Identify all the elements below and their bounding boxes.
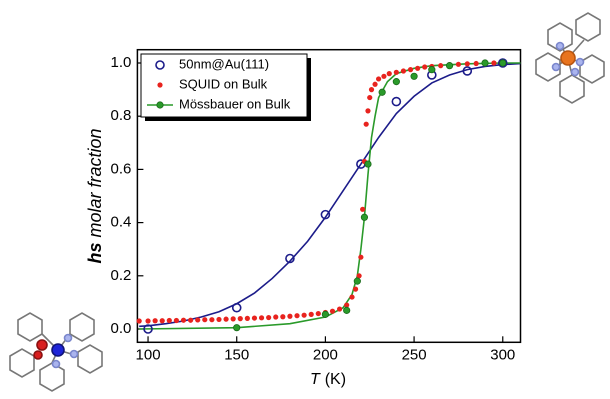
y-axis-label-bold: hs	[85, 243, 105, 264]
x-tick-label: 300	[490, 346, 515, 363]
data-point	[465, 61, 470, 66]
data-point	[287, 314, 292, 319]
legend-marker	[157, 82, 162, 87]
data-point	[415, 66, 420, 71]
data-point	[209, 317, 214, 322]
x-tick-label: 200	[313, 346, 338, 363]
data-point	[343, 307, 349, 313]
data-point	[354, 278, 360, 284]
data-point	[358, 255, 363, 260]
data-point	[349, 294, 354, 299]
data-point	[411, 73, 417, 79]
data-point	[259, 315, 264, 320]
data-point	[408, 67, 413, 72]
data-point	[153, 318, 158, 323]
y-tick-label: 0.6	[111, 160, 132, 177]
data-point	[364, 122, 369, 127]
data-point	[482, 60, 488, 66]
data-point	[245, 316, 250, 321]
data-point	[401, 68, 406, 73]
data-point	[394, 70, 399, 75]
x-axis-label-unit: (K)	[325, 371, 346, 388]
data-point	[369, 87, 374, 92]
data-point	[367, 95, 372, 100]
data-point	[188, 318, 193, 323]
data-point	[379, 89, 385, 95]
data-point	[294, 313, 299, 318]
x-tick-label: 250	[402, 346, 427, 363]
data-point	[372, 82, 377, 87]
data-point	[387, 71, 392, 76]
data-point	[167, 318, 172, 323]
data-point	[252, 315, 257, 320]
data-point	[223, 317, 228, 322]
data-point	[216, 317, 221, 322]
data-point	[353, 287, 358, 292]
legend-label: 50nm@Au(111)	[179, 56, 269, 71]
y-tick-label: 0.2	[111, 267, 132, 284]
data-point	[280, 314, 285, 319]
data-point	[160, 318, 165, 323]
molecule-illustration	[10, 313, 102, 391]
data-point	[474, 61, 479, 66]
legend-label: Mössbauer on Bulk	[179, 96, 291, 111]
y-tick-label: 1.0	[111, 54, 132, 71]
data-point	[137, 318, 142, 323]
data-point	[273, 314, 278, 319]
data-point	[422, 64, 427, 69]
data-point	[429, 66, 435, 72]
data-point	[456, 62, 461, 67]
data-point	[195, 317, 200, 322]
data-point	[234, 324, 240, 330]
data-point	[381, 74, 386, 79]
data-point	[309, 312, 314, 317]
y-axis-label: hs molar fraction	[85, 128, 105, 263]
data-point	[365, 161, 371, 167]
legend-label: SQUID on Bulk	[179, 76, 268, 91]
data-point	[322, 311, 328, 317]
molecule-illustration	[536, 13, 604, 103]
data-point	[266, 315, 271, 320]
data-point	[393, 78, 399, 84]
data-point	[361, 214, 367, 220]
y-tick-label: 0.8	[111, 107, 132, 124]
data-point	[181, 318, 186, 323]
legend-marker	[157, 102, 163, 108]
data-point	[376, 76, 381, 81]
x-tick-label: 100	[136, 346, 161, 363]
y-axis-label-rest: molar fraction	[85, 128, 105, 237]
data-point	[365, 108, 370, 113]
data-point	[174, 318, 179, 323]
chart: 100 150 200 250 300 0.0 0.2 0.4 0.6 0.8 1.0 50nm@A…	[0, 0, 610, 399]
data-point	[238, 316, 243, 321]
data-point	[202, 317, 207, 322]
data-point	[491, 60, 496, 65]
data-point	[233, 304, 241, 312]
x-axis-label: T(K)	[310, 371, 346, 388]
data-point	[392, 98, 400, 106]
data-point	[145, 318, 150, 323]
data-point	[360, 207, 365, 212]
data-point	[330, 309, 335, 314]
x-axis-label-symbol: T	[310, 371, 321, 388]
y-tick-label: 0.0	[111, 320, 132, 337]
data-point	[337, 306, 342, 311]
data-point	[500, 60, 506, 66]
x-tick-label: 150	[224, 346, 249, 363]
data-point	[438, 63, 443, 68]
data-point	[446, 62, 452, 68]
data-point	[302, 313, 307, 318]
data-point	[231, 316, 236, 321]
data-point	[316, 311, 321, 316]
y-tick-label: 0.4	[111, 214, 132, 231]
